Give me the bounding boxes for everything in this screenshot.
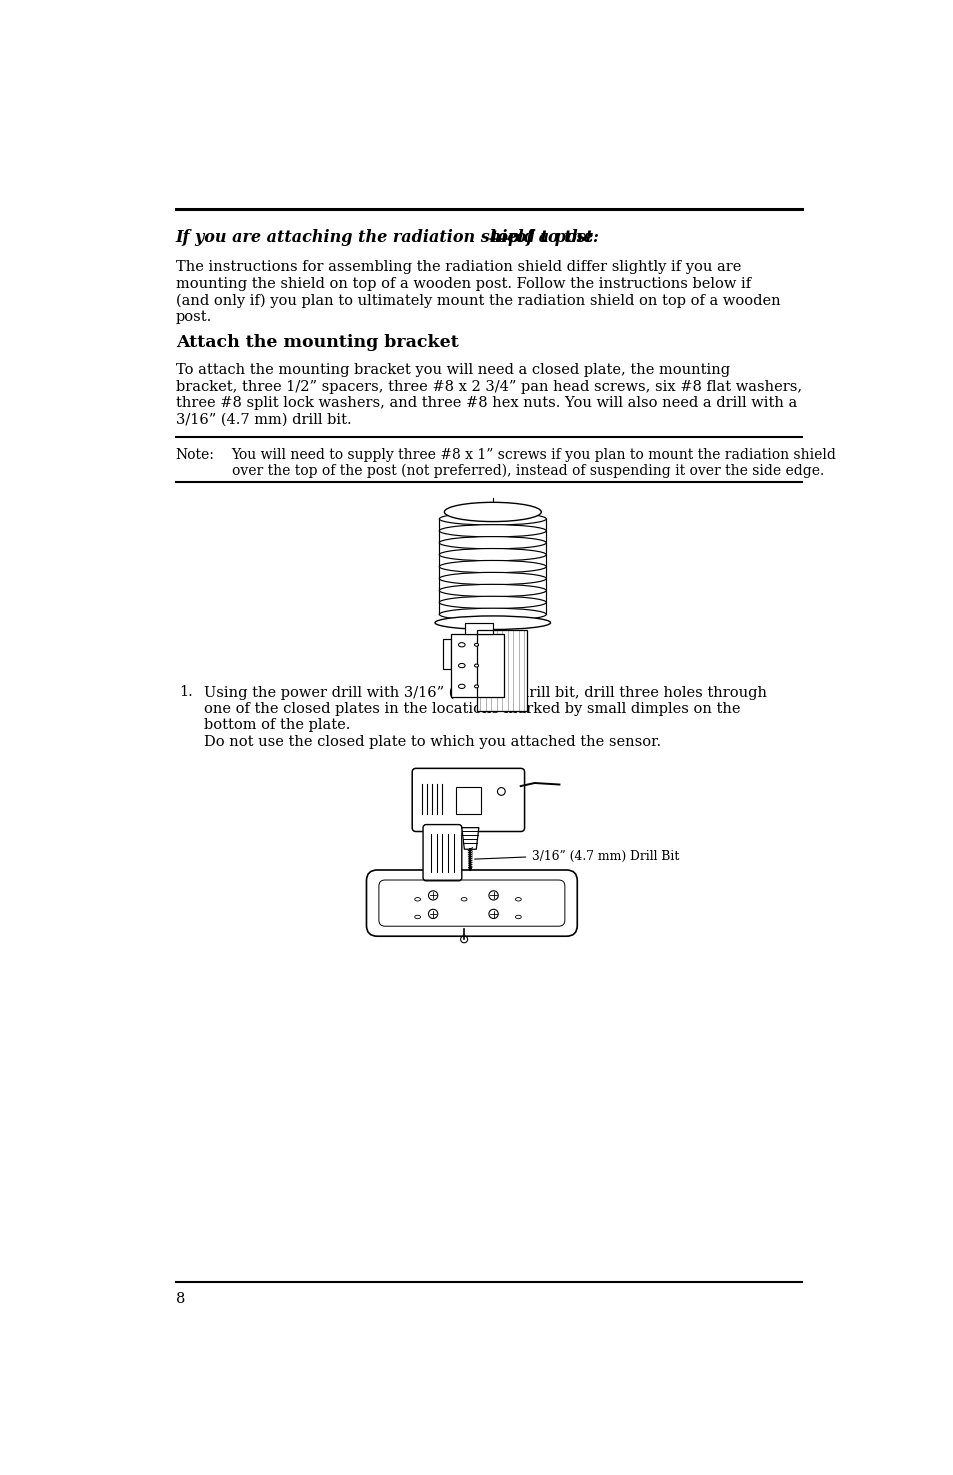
Bar (476, 630, 527, 711)
Text: Closed: Closed (532, 888, 574, 901)
Text: Do not use the closed plate to which you attached the sensor.: Do not use the closed plate to which you… (204, 735, 660, 749)
Circle shape (489, 909, 497, 919)
Text: of a post:: of a post: (509, 229, 598, 246)
Ellipse shape (435, 617, 550, 630)
Bar (451, 634, 503, 698)
Ellipse shape (458, 664, 465, 668)
Text: Using the power drill with 3/16” (4.7 mm) drill bit, drill three holes through: Using the power drill with 3/16” (4.7 mm… (204, 686, 766, 699)
Ellipse shape (439, 608, 546, 621)
Bar (476, 630, 527, 711)
Text: If you are attaching the radiation shield to the: If you are attaching the radiation shiel… (175, 229, 599, 246)
Text: Note:: Note: (175, 448, 214, 462)
Text: mounting the shield on top of a wooden post. Follow the instructions below if: mounting the shield on top of a wooden p… (175, 277, 750, 291)
Ellipse shape (439, 513, 546, 525)
Text: 1.: 1. (179, 686, 193, 699)
Text: You will need to supply three #8 x 1” screws if you plan to mount the radiation : You will need to supply three #8 x 1” sc… (232, 448, 836, 462)
FancyBboxPatch shape (366, 870, 577, 937)
FancyBboxPatch shape (422, 825, 461, 881)
Text: post.: post. (175, 310, 212, 324)
Ellipse shape (439, 537, 546, 549)
Text: bottom of the plate.: bottom of the plate. (204, 718, 350, 732)
Text: bracket, three 1/2” spacers, three #8 x 2 3/4” pan head screws, six #8 flat wash: bracket, three 1/2” spacers, three #8 x … (175, 381, 801, 394)
Text: Plate: Plate (532, 901, 563, 914)
Ellipse shape (439, 572, 546, 584)
Ellipse shape (474, 684, 478, 687)
Bar (456, 786, 480, 814)
Ellipse shape (458, 643, 465, 648)
Ellipse shape (474, 664, 478, 667)
Ellipse shape (439, 549, 546, 560)
Ellipse shape (439, 584, 546, 597)
Ellipse shape (439, 525, 546, 537)
Circle shape (428, 891, 437, 900)
Bar (443, 639, 451, 668)
Text: top: top (490, 229, 519, 246)
Text: over the top of the post (not preferred), instead of suspending it over the side: over the top of the post (not preferred)… (232, 463, 823, 478)
Circle shape (489, 891, 497, 900)
Circle shape (428, 909, 437, 919)
Text: 8: 8 (175, 1292, 185, 1305)
Text: three #8 split lock washers, and three #8 hex nuts. You will also need a drill w: three #8 split lock washers, and three #… (175, 397, 797, 410)
Ellipse shape (458, 684, 465, 689)
Text: To attach the mounting bracket you will need a closed plate, the mounting: To attach the mounting bracket you will … (175, 363, 729, 378)
FancyBboxPatch shape (412, 768, 524, 832)
Text: 3/16” (4.7 mm) Drill Bit: 3/16” (4.7 mm) Drill Bit (532, 851, 679, 863)
Ellipse shape (444, 503, 540, 522)
Ellipse shape (439, 596, 546, 609)
Ellipse shape (439, 560, 546, 572)
Text: (and only if) you plan to ultimately mount the radiation shield on top of a wood: (and only if) you plan to ultimately mou… (175, 294, 780, 308)
Text: one of the closed plates in the locations marked by small dimples on the: one of the closed plates in the location… (204, 702, 740, 715)
Text: Attach the mounting bracket: Attach the mounting bracket (175, 333, 458, 351)
Text: 3/16” (4.7 mm) drill bit.: 3/16” (4.7 mm) drill bit. (175, 413, 351, 426)
Bar (464, 624, 493, 634)
Ellipse shape (474, 643, 478, 646)
Polygon shape (461, 827, 478, 850)
Text: The instructions for assembling the radiation shield differ slightly if you are: The instructions for assembling the radi… (175, 260, 740, 274)
